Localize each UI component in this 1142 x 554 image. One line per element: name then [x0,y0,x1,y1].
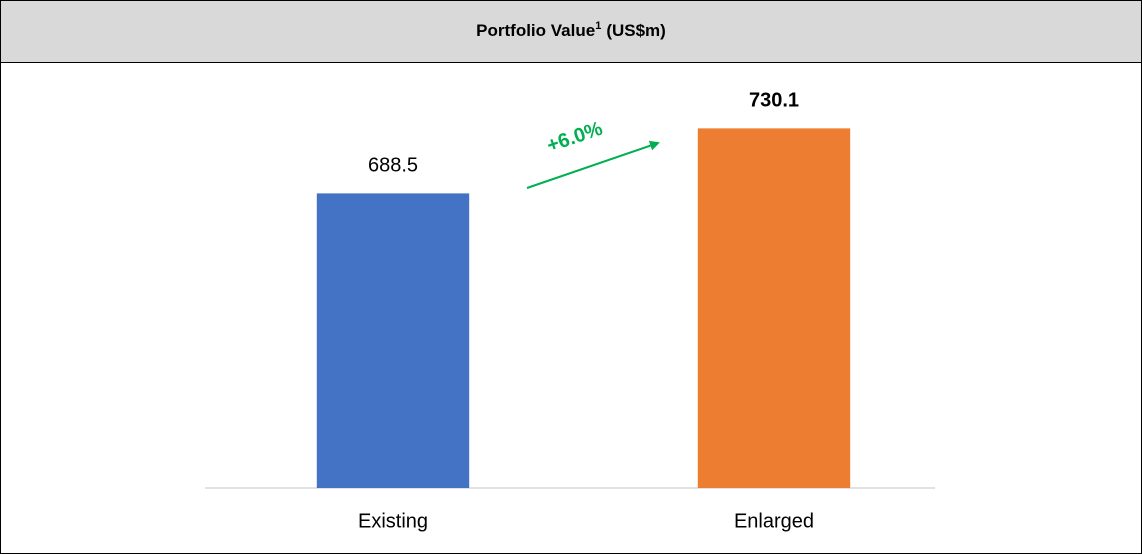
title-unit: (US$m) [606,21,666,40]
title-note: 1 [595,20,601,32]
title-text: Portfolio Value [476,21,595,40]
header [0,0,1142,63]
bar [697,128,851,488]
annotation-arrow [526,140,660,189]
x-tick-label: Existing [358,510,428,532]
chart-title: Portfolio Value1 (US$m) [476,20,666,41]
value-label: 688.5 [368,155,418,177]
x-tick-label: Enlarged [734,510,814,532]
bar [316,193,470,489]
value-label: 730.1 [749,90,799,112]
